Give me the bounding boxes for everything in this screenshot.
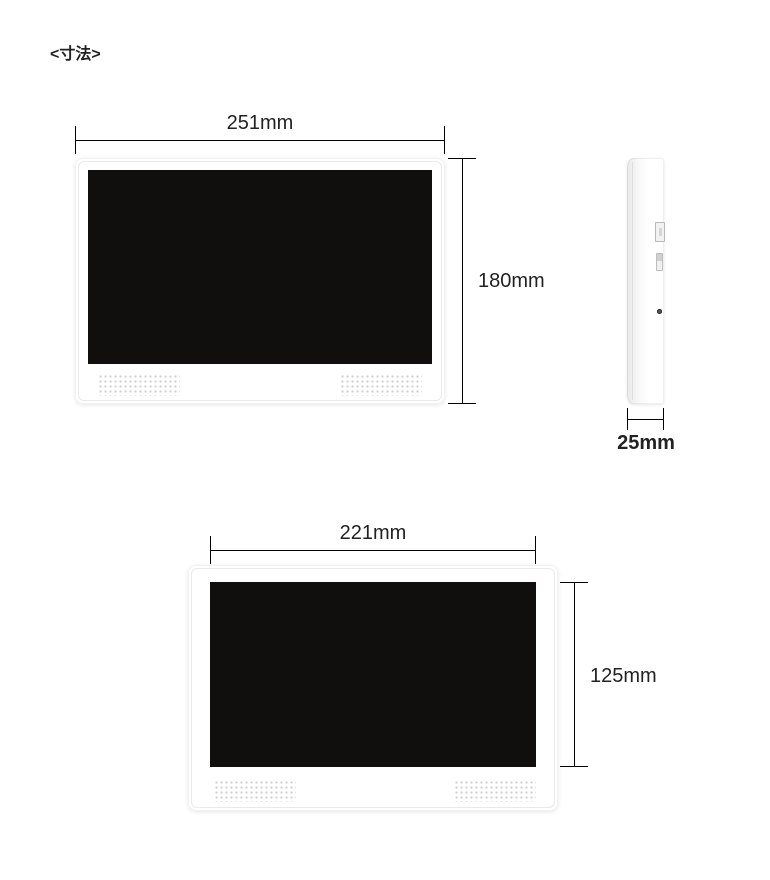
dimensions-diagram: <寸法> 251mm 180mm 25mm 221mm 125mm: [0, 0, 770, 880]
dim-label-front-width: 251mm: [75, 112, 445, 135]
screen-view-screen: [210, 582, 536, 767]
dim-line: [574, 582, 575, 767]
dim-label-screen-height: 125mm: [590, 665, 657, 688]
dim-label-depth: 25mm: [600, 432, 692, 455]
dim-line: [75, 140, 445, 141]
speaker-grille: [340, 374, 422, 396]
dim-line: [462, 158, 463, 404]
audio-jack-icon: [657, 309, 662, 314]
dim-label-screen-width: 221mm: [210, 522, 536, 545]
speaker-grille: [98, 374, 180, 396]
dim-line: [627, 419, 664, 420]
side-view-seam: [632, 162, 633, 400]
dim-label-front-height: 180mm: [478, 270, 545, 293]
speaker-grille: [454, 780, 536, 802]
usb-port-icon: [655, 222, 665, 242]
speaker-grille: [214, 780, 296, 802]
dim-line: [210, 550, 536, 551]
page-title: <寸法>: [50, 40, 101, 64]
power-switch-icon: [656, 253, 663, 271]
front-view-screen: [88, 170, 432, 364]
